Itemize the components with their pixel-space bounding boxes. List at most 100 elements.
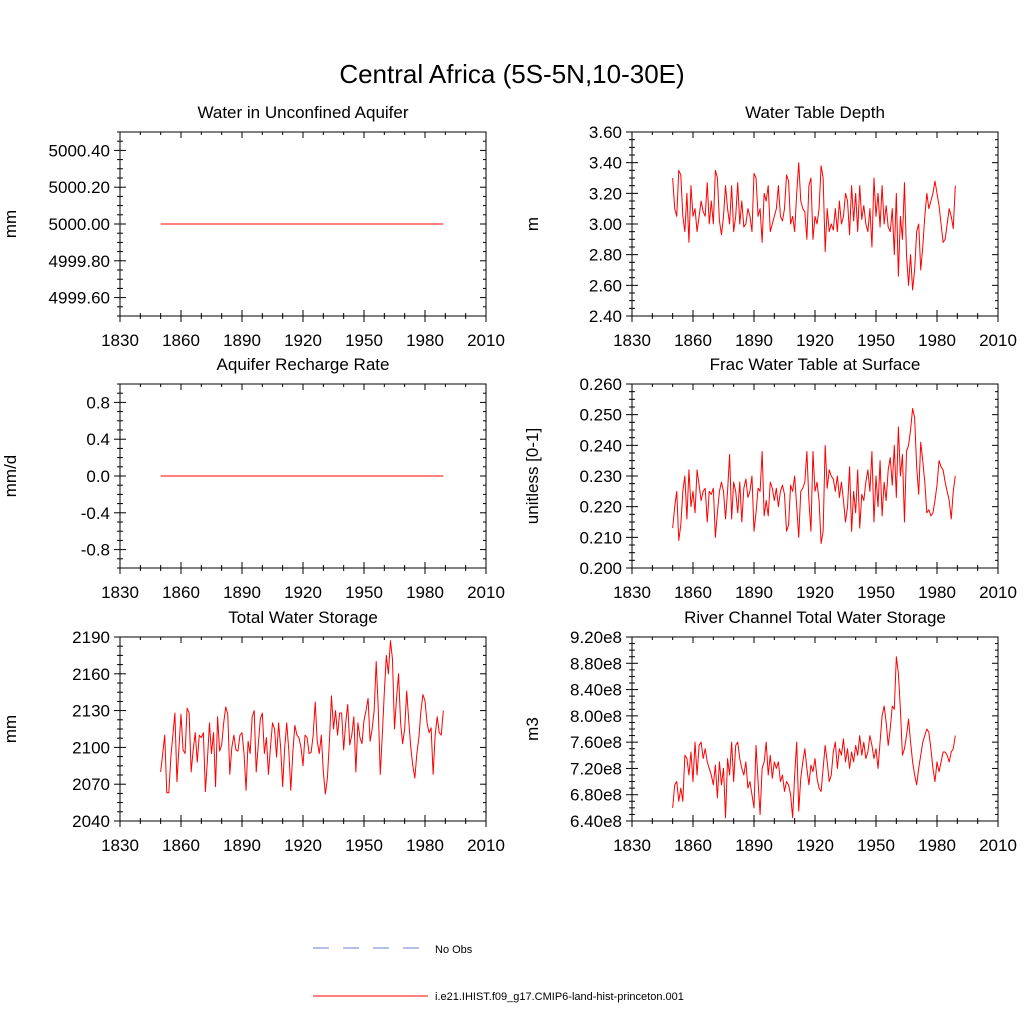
x-tick-label: 1950 (345, 331, 383, 350)
y-tick-label: 0.260 (579, 375, 622, 394)
y-tick-label: 0.230 (579, 467, 622, 486)
y-tick-label: 2.40 (589, 307, 622, 326)
x-tick-label: 1890 (735, 583, 773, 602)
y-tick-label: 4999.60 (49, 289, 110, 308)
y-tick-label: 7.20e8 (570, 759, 622, 778)
y-tick-label: 0.200 (579, 559, 622, 578)
x-tick-label: 1980 (406, 836, 444, 855)
x-tick-label: 1830 (101, 583, 139, 602)
x-tick-label: 1950 (857, 583, 895, 602)
x-tick-label: 1920 (796, 583, 834, 602)
x-tick-label: 1980 (918, 331, 956, 350)
y-tick-label: 2.80 (589, 246, 622, 265)
x-tick-label: 1860 (674, 836, 712, 855)
x-tick-label: 2010 (467, 583, 505, 602)
y-tick-label: 8.00e8 (570, 707, 622, 726)
legend-no-obs-label: No Obs (435, 944, 473, 956)
panel-6: River Channel Total Water Storage m3 1830 1… (523, 608, 1017, 855)
y-tick-label: -0.4 (81, 504, 110, 523)
x-tick-label: 1890 (735, 331, 773, 350)
panel-title: Aquifer Recharge Rate (217, 355, 390, 374)
panel-3: Aquifer Recharge Rate mm/d 1830 1860 1890 192… (1, 355, 505, 602)
y-tick-label: 3.60 (589, 123, 622, 142)
panels-group: Water in Unconfined Aquifer mm 1830 1860 189… (1, 103, 1017, 855)
x-tick-label: 2010 (979, 331, 1017, 350)
series-line-1 (672, 162, 956, 291)
series-line-1 (672, 656, 956, 819)
y-tick-label: 9.20e8 (570, 628, 622, 647)
x-tick-label: 1860 (162, 836, 200, 855)
x-tick-label: 2010 (979, 583, 1017, 602)
panel-1: Water in Unconfined Aquifer mm 1830 1860 189… (1, 103, 505, 350)
y-tick-label: 2.60 (589, 276, 622, 295)
y-axis-label: m3 (523, 717, 542, 741)
figure-title: Central Africa (5S-5N,10-30E) (339, 59, 684, 89)
x-tick-label: 2010 (467, 836, 505, 855)
x-tick-label: 1950 (857, 836, 895, 855)
x-tick-label: 1950 (857, 331, 895, 350)
y-tick-label: 6.80e8 (570, 786, 622, 805)
x-tick-label: 1920 (796, 331, 834, 350)
y-tick-label: 4999.80 (49, 252, 110, 271)
y-tick-label: 5000.20 (49, 178, 110, 197)
plot-frame (631, 383, 999, 569)
y-axis-label: mm (1, 210, 20, 238)
y-tick-label: 0.240 (579, 436, 622, 455)
y-tick-label: 2190 (72, 628, 110, 647)
y-tick-label: 0.0 (86, 467, 110, 486)
x-tick-label: 1920 (284, 331, 322, 350)
x-tick-label: 1890 (735, 836, 773, 855)
y-tick-label: 3.20 (589, 184, 622, 203)
panel-title: Total Water Storage (228, 608, 378, 627)
x-tick-label: 1830 (101, 836, 139, 855)
y-axis-label: mm/d (1, 455, 20, 498)
x-tick-label: 2010 (979, 836, 1017, 855)
plot-frame (631, 131, 999, 317)
plot-frame (631, 636, 999, 822)
x-tick-label: 1950 (345, 836, 383, 855)
x-tick-label: 1860 (674, 331, 712, 350)
y-axis-label: m (523, 217, 542, 231)
x-tick-label: 1980 (918, 583, 956, 602)
y-tick-label: 2040 (72, 812, 110, 831)
y-tick-label: 2070 (72, 775, 110, 794)
x-tick-label: 1860 (162, 331, 200, 350)
y-tick-label: 0.220 (579, 498, 622, 517)
x-tick-label: 1980 (918, 836, 956, 855)
y-tick-label: 3.00 (589, 215, 622, 234)
x-tick-label: 1950 (345, 583, 383, 602)
y-tick-label: 2130 (72, 702, 110, 721)
y-tick-label: 0.210 (579, 528, 622, 547)
x-tick-label: 1830 (101, 331, 139, 350)
x-tick-label: 1890 (223, 836, 261, 855)
y-tick-label: -0.8 (81, 541, 110, 560)
y-tick-label: 0.250 (579, 406, 622, 425)
y-tick-label: 3.40 (589, 154, 622, 173)
y-tick-label: 5000.40 (49, 141, 110, 160)
x-tick-label: 1890 (223, 583, 261, 602)
x-tick-label: 1980 (406, 583, 444, 602)
series-line-1 (160, 640, 444, 795)
x-tick-label: 1860 (162, 583, 200, 602)
panel-title: Frac Water Table at Surface (710, 355, 921, 374)
x-tick-label: 1920 (284, 836, 322, 855)
panel-title: Water in Unconfined Aquifer (197, 103, 408, 122)
x-tick-label: 1980 (406, 331, 444, 350)
series-line-1 (672, 408, 956, 544)
legend-model-label: i.e21.IHIST.f09_g17.CMIP6-land-hist-prin… (435, 991, 684, 1003)
panel-title: Water Table Depth (745, 103, 885, 122)
x-tick-label: 1920 (284, 583, 322, 602)
panel-4: Frac Water Table at Surface unitless [0-1… (523, 355, 1017, 602)
y-tick-label: 7.60e8 (570, 733, 622, 752)
panel-2: Water Table Depth m 1830 1860 1890 1920 1950 19… (523, 103, 1017, 350)
x-tick-label: 1830 (613, 331, 651, 350)
y-tick-label: 0.8 (86, 393, 110, 412)
y-axis-label: mm (1, 715, 20, 743)
x-tick-label: 1920 (796, 836, 834, 855)
panel-5: Total Water Storage mm 1830 1860 1890 1920 195… (1, 608, 505, 855)
x-tick-label: 1860 (674, 583, 712, 602)
y-tick-label: 2160 (72, 665, 110, 684)
x-tick-label: 1830 (613, 836, 651, 855)
legend: No Obs i.e21.IHIST.f09_g17.CMIP6-land-hi… (313, 944, 684, 1003)
